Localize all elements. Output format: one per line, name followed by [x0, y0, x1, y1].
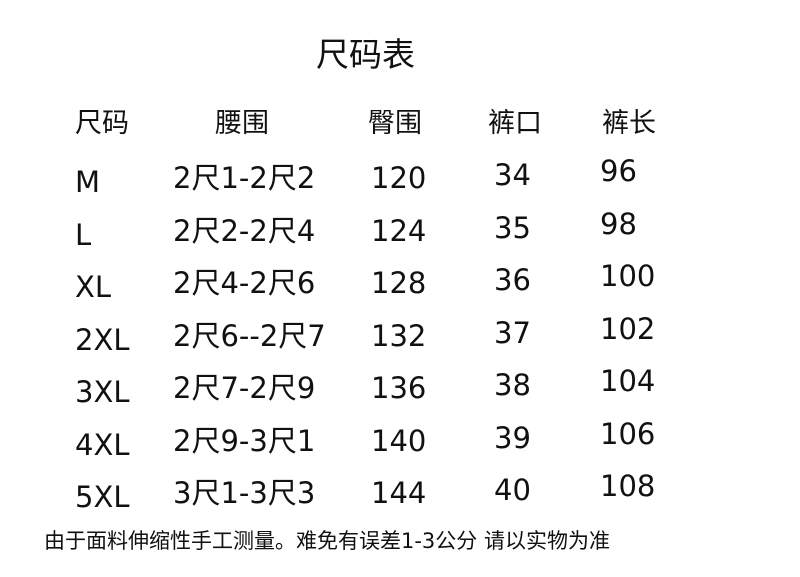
- cell-size: L: [75, 217, 92, 252]
- cell-hip: 132: [371, 318, 427, 353]
- cell-size: 5XL: [75, 480, 130, 514]
- cell-size: 3XL: [75, 375, 130, 409]
- column-header-cuff: 裤口: [488, 108, 542, 139]
- cell-size: XL: [75, 270, 112, 304]
- cell-length: 108: [600, 469, 656, 503]
- cell-waist: 2尺2-2尺4: [173, 213, 316, 248]
- cell-size: 4XL: [75, 427, 130, 462]
- cell-waist: 2尺1-2尺2: [173, 161, 316, 195]
- cell-cuff: 36: [494, 263, 531, 297]
- cell-length: 98: [600, 206, 637, 241]
- cell-size: 2XL: [75, 322, 130, 357]
- cell-cuff: 35: [494, 210, 531, 245]
- cell-length: 104: [600, 364, 656, 398]
- cell-cuff: 39: [494, 420, 531, 455]
- cell-hip: 144: [371, 476, 427, 510]
- column-header-length: 裤长: [602, 108, 656, 139]
- cell-hip: 120: [371, 161, 427, 195]
- cell-waist: 2尺4-2尺6: [173, 266, 316, 300]
- cell-cuff: 37: [494, 315, 531, 350]
- footer-note: 由于面料伸缩性手工测量。难免有误差1-3公分 请以实物为准: [44, 529, 610, 553]
- cell-length: 106: [600, 416, 656, 451]
- cell-size: M: [75, 165, 101, 199]
- cell-hip: 124: [371, 213, 427, 248]
- cell-length: 96: [600, 154, 637, 188]
- cell-hip: 136: [371, 371, 427, 405]
- page-title: 尺码表: [316, 35, 415, 74]
- cell-cuff: 38: [494, 368, 531, 402]
- cell-cuff: 40: [494, 473, 531, 507]
- cell-waist: 3尺1-3尺3: [173, 476, 316, 510]
- cell-waist: 2尺6--2尺7: [173, 318, 326, 353]
- cell-waist: 2尺9-3尺1: [173, 423, 316, 458]
- cell-length: 100: [600, 259, 656, 293]
- cell-hip: 128: [371, 266, 427, 300]
- column-header-waist: 腰围: [215, 108, 269, 139]
- column-header-size: 尺码: [75, 108, 129, 139]
- cell-hip: 140: [371, 423, 427, 458]
- cell-cuff: 34: [494, 158, 531, 192]
- cell-waist: 2尺7-2尺9: [173, 371, 316, 405]
- cell-length: 102: [600, 311, 656, 346]
- column-header-hip: 臀围: [368, 108, 422, 139]
